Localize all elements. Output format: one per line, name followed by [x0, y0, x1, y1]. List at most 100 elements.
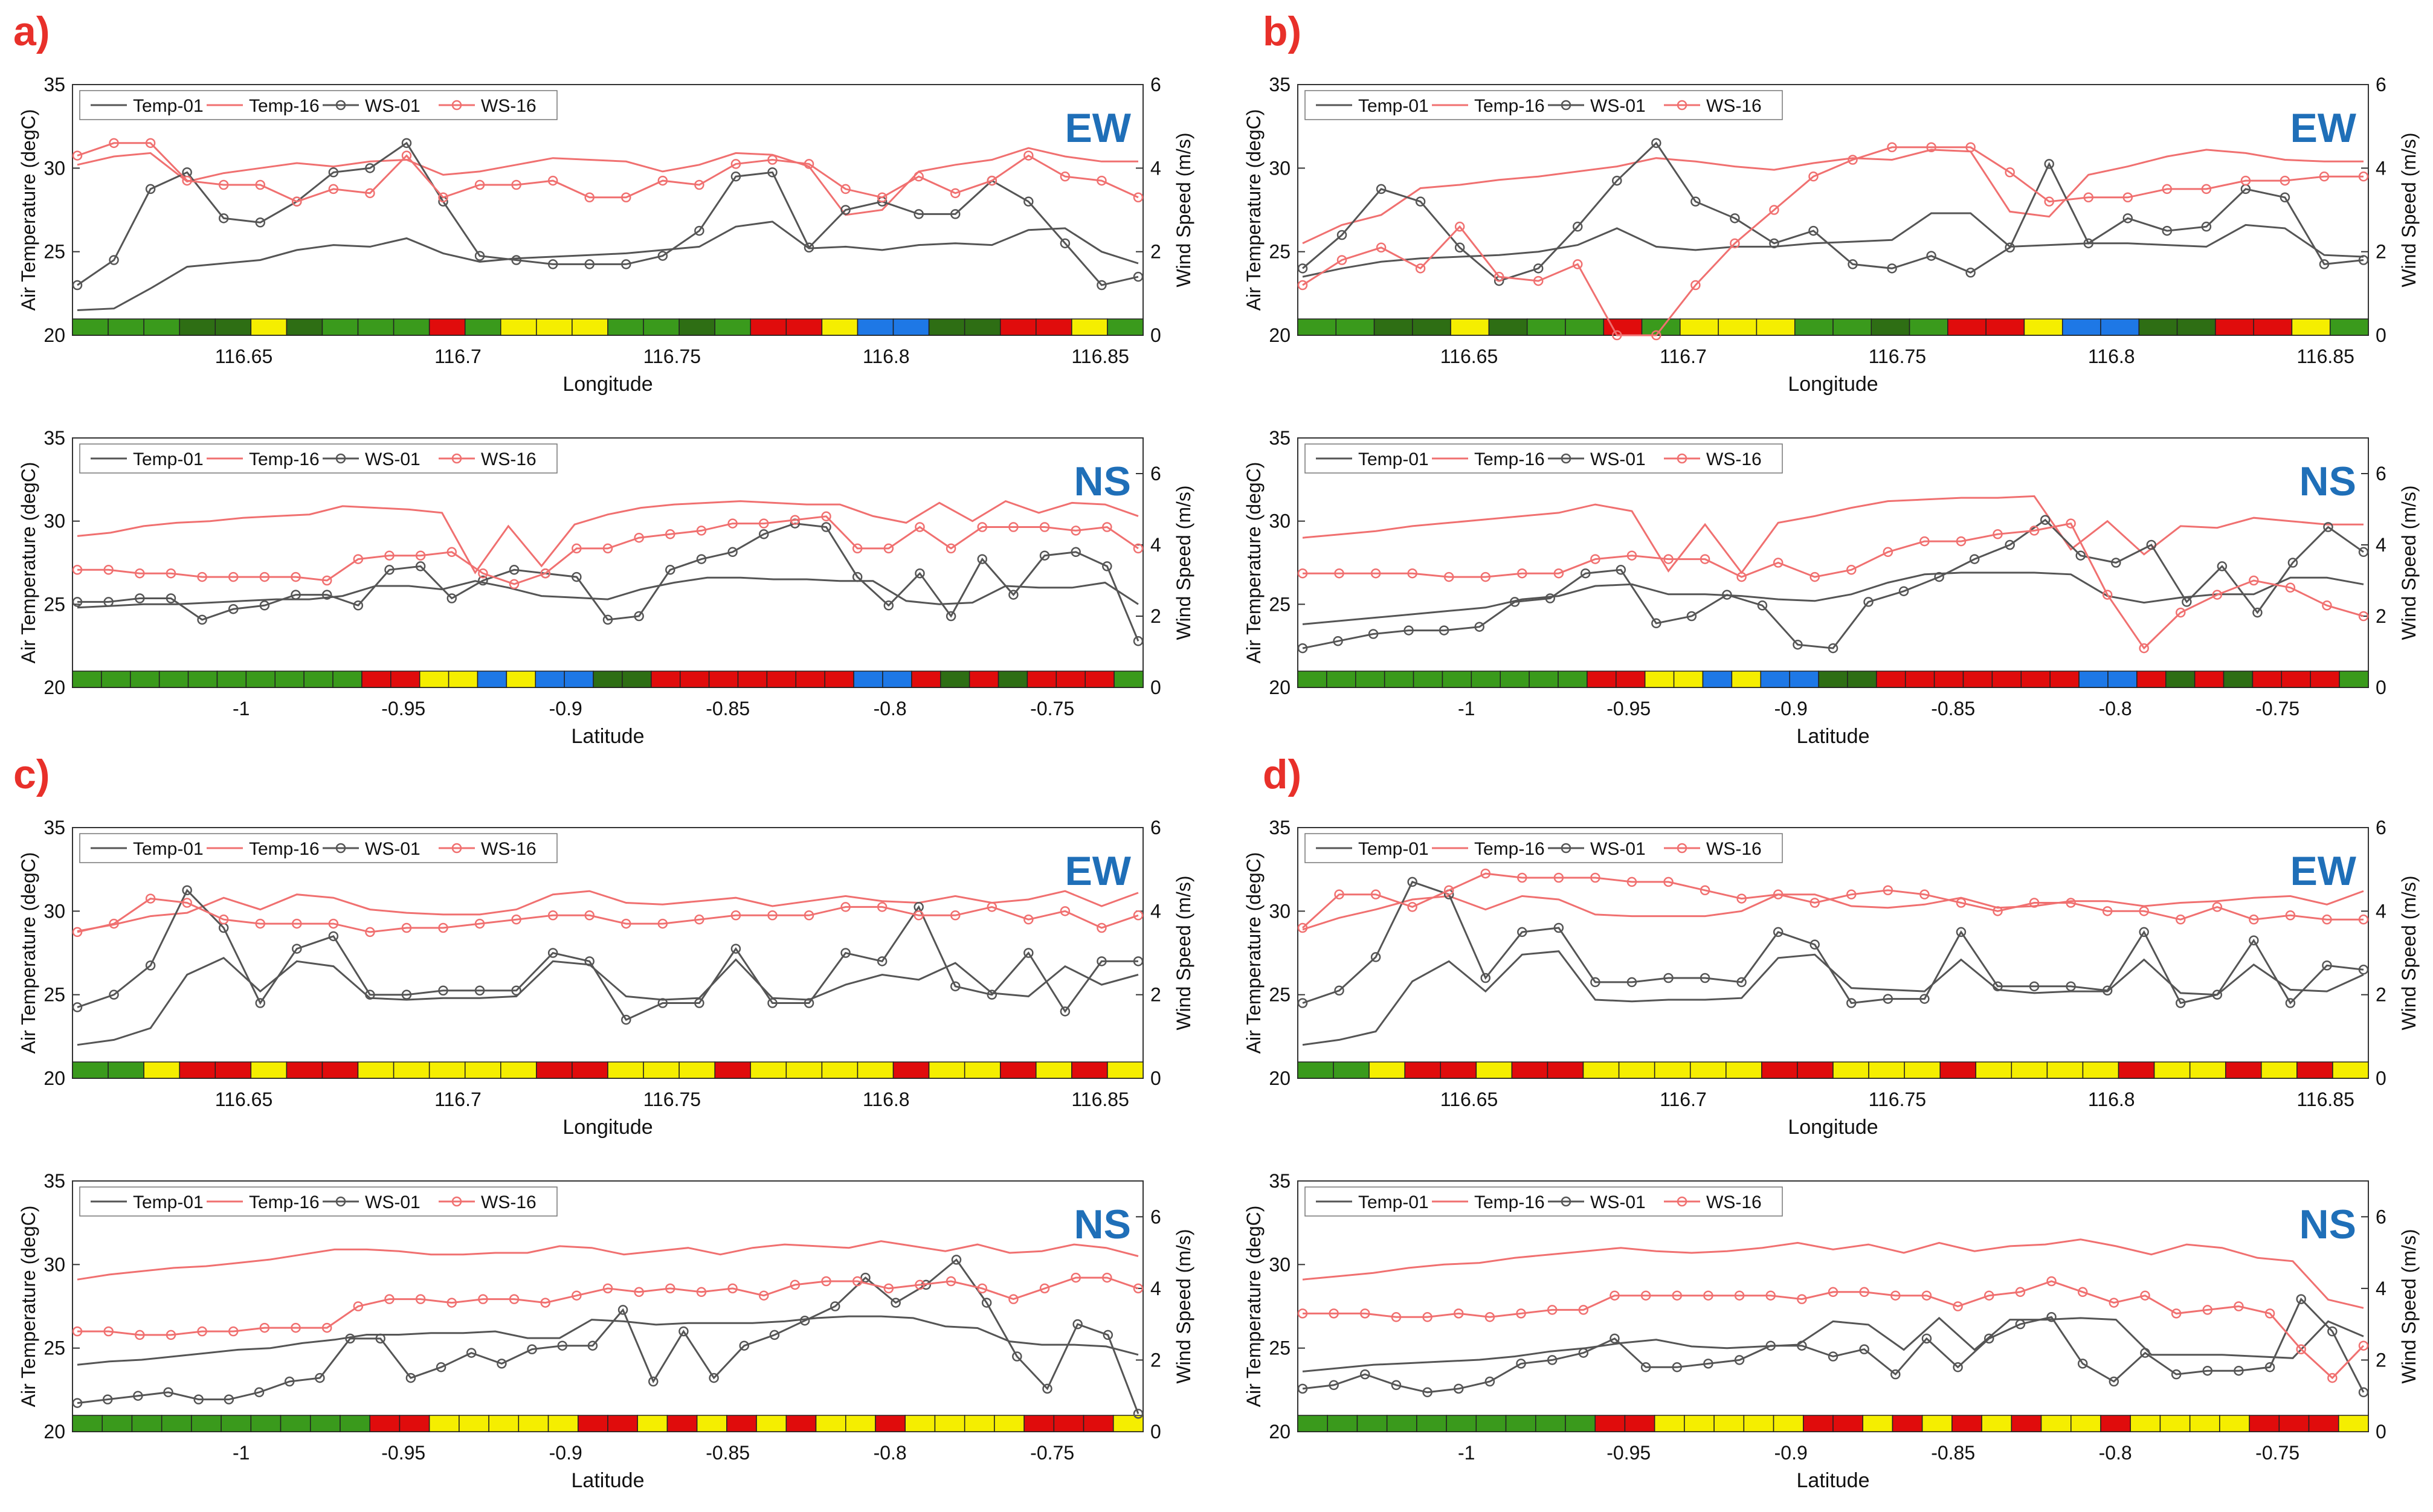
class-cell: [999, 1061, 1037, 1079]
class-cell: [361, 671, 392, 688]
class-cell: [1413, 671, 1443, 688]
class-cell: [1921, 1415, 1953, 1432]
legend-label: Temp-01: [133, 1192, 204, 1212]
class-cell: [1975, 1061, 2012, 1079]
class-cell: [1446, 1415, 1477, 1432]
legend-marker: [335, 1196, 346, 1207]
x-tick-label: 116.65: [1440, 346, 1498, 367]
data-point-ws-01: [2040, 515, 2051, 525]
legend-marker: [1677, 843, 1687, 854]
data-point-ws-01: [1553, 922, 1564, 933]
region-tag: EW: [1065, 105, 1131, 151]
data-point-ws-16: [1453, 1308, 1464, 1319]
class-cell: [1023, 1415, 1055, 1432]
data-point-ws-16: [478, 568, 488, 579]
data-point-ws-16: [804, 159, 814, 169]
class-cell: [1680, 318, 1719, 336]
data-point-ws-16: [877, 902, 888, 912]
data-point-ws-01: [1765, 1340, 1776, 1351]
class-cell: [464, 318, 501, 336]
class-cell: [250, 1061, 288, 1079]
class-cell: [1565, 318, 1605, 336]
class-cell: [221, 1415, 252, 1432]
class-cell: [1488, 318, 1528, 336]
data-point-ws-16: [946, 543, 956, 554]
class-cell: [2138, 318, 2178, 336]
data-point-ws-01: [830, 1301, 840, 1311]
class-cell: [369, 1415, 401, 1432]
class-cell: [2118, 1061, 2155, 1079]
class-cell: [2130, 1415, 2161, 1432]
class-cell: [2011, 1061, 2048, 1079]
data-point-ws-01: [1133, 956, 1144, 967]
class-cell: [666, 1415, 698, 1432]
data-point-ws-16: [621, 918, 631, 929]
data-point-ws-16: [840, 184, 851, 195]
class-cell: [72, 318, 109, 336]
y2-tick-label: 2: [1150, 984, 1161, 1006]
data-point-ws-16: [877, 192, 888, 202]
data-point-ws-16: [727, 1283, 738, 1294]
class-cell: [1084, 671, 1115, 688]
data-point-ws-16: [1102, 1272, 1112, 1283]
class-cell: [1565, 1415, 1596, 1432]
data-point-ws-16: [1663, 877, 1674, 887]
chart-d-NS: NS 20 25 30 35 0 2 4 6 -1 -0.95 -0.9 -0.85 -0.8 -0.75 L…: [1243, 1170, 2420, 1492]
data-point-ws-16: [2358, 1340, 2369, 1351]
class-cell: [286, 1061, 323, 1079]
class-cell: [1654, 1061, 1691, 1079]
data-point-ws-16: [1883, 547, 1893, 558]
data-point-ws-16: [602, 543, 613, 554]
x-tick-label: 116.8: [863, 346, 910, 367]
data-point-ws-16: [540, 1298, 550, 1308]
data-point-ws-01: [1008, 590, 1019, 600]
class-cell: [1355, 671, 1385, 688]
data-point-ws-01: [852, 571, 863, 582]
series-line-ws-01: [1302, 518, 2364, 649]
data-point-ws-16: [1407, 568, 1417, 579]
y2-tick-label: 4: [1150, 157, 1161, 179]
class-cell: [892, 318, 930, 336]
data-point-ws-16: [2171, 1308, 2182, 1319]
data-point-ws-16: [2249, 575, 2259, 586]
class-cell: [214, 1061, 252, 1079]
data-point-ws-16: [696, 1287, 707, 1298]
data-point-ws-01: [1757, 600, 1768, 611]
data-point-ws-01: [1700, 973, 1710, 983]
class-cell: [2078, 671, 2109, 688]
class-cell: [2070, 1415, 2101, 1432]
data-point-ws-16: [1919, 889, 1930, 899]
legend-label: Temp-16: [1474, 1192, 1545, 1212]
class-cell: [2219, 1415, 2250, 1432]
class-cell: [572, 318, 608, 336]
data-point-ws-16: [2139, 643, 2149, 654]
class-cell: [179, 1061, 216, 1079]
data-point-ws-16: [103, 565, 114, 575]
data-point-ws-16: [2249, 914, 2259, 925]
data-point-ws-01: [1808, 225, 1819, 236]
data-point-ws-16: [1097, 922, 1107, 933]
y2-tick-label: 0: [2376, 1421, 2386, 1443]
data-point-ws-01: [1297, 263, 1308, 274]
y-axis-label: Air Temperature (degC): [1243, 852, 1265, 1054]
class-cell: [2253, 318, 2293, 336]
legend: [79, 443, 558, 474]
data-point-ws-01: [511, 255, 521, 265]
data-point-ws-01: [981, 1298, 992, 1308]
data-point-ws-16: [2162, 184, 2173, 195]
data-point-ws-16: [2175, 914, 2186, 925]
data-point-ws-01: [2264, 1362, 2275, 1372]
x-tick-label: 116.65: [1440, 1089, 1498, 1110]
y-tick-label: 20: [44, 324, 65, 346]
data-point-ws-01: [2140, 1348, 2150, 1358]
data-point-ws-16: [1921, 1290, 1932, 1301]
data-point-ws-16: [446, 1298, 457, 1308]
class-cell: [2310, 671, 2340, 688]
data-point-ws-01: [1023, 196, 1034, 207]
x-tick-label: -0.85: [706, 698, 750, 719]
data-point-ws-16: [767, 910, 778, 921]
data-point-ws-16: [1926, 142, 1936, 152]
data-point-ws-16: [218, 914, 229, 925]
data-point-ws-01: [1863, 597, 1874, 607]
class-cell: [1412, 318, 1451, 336]
